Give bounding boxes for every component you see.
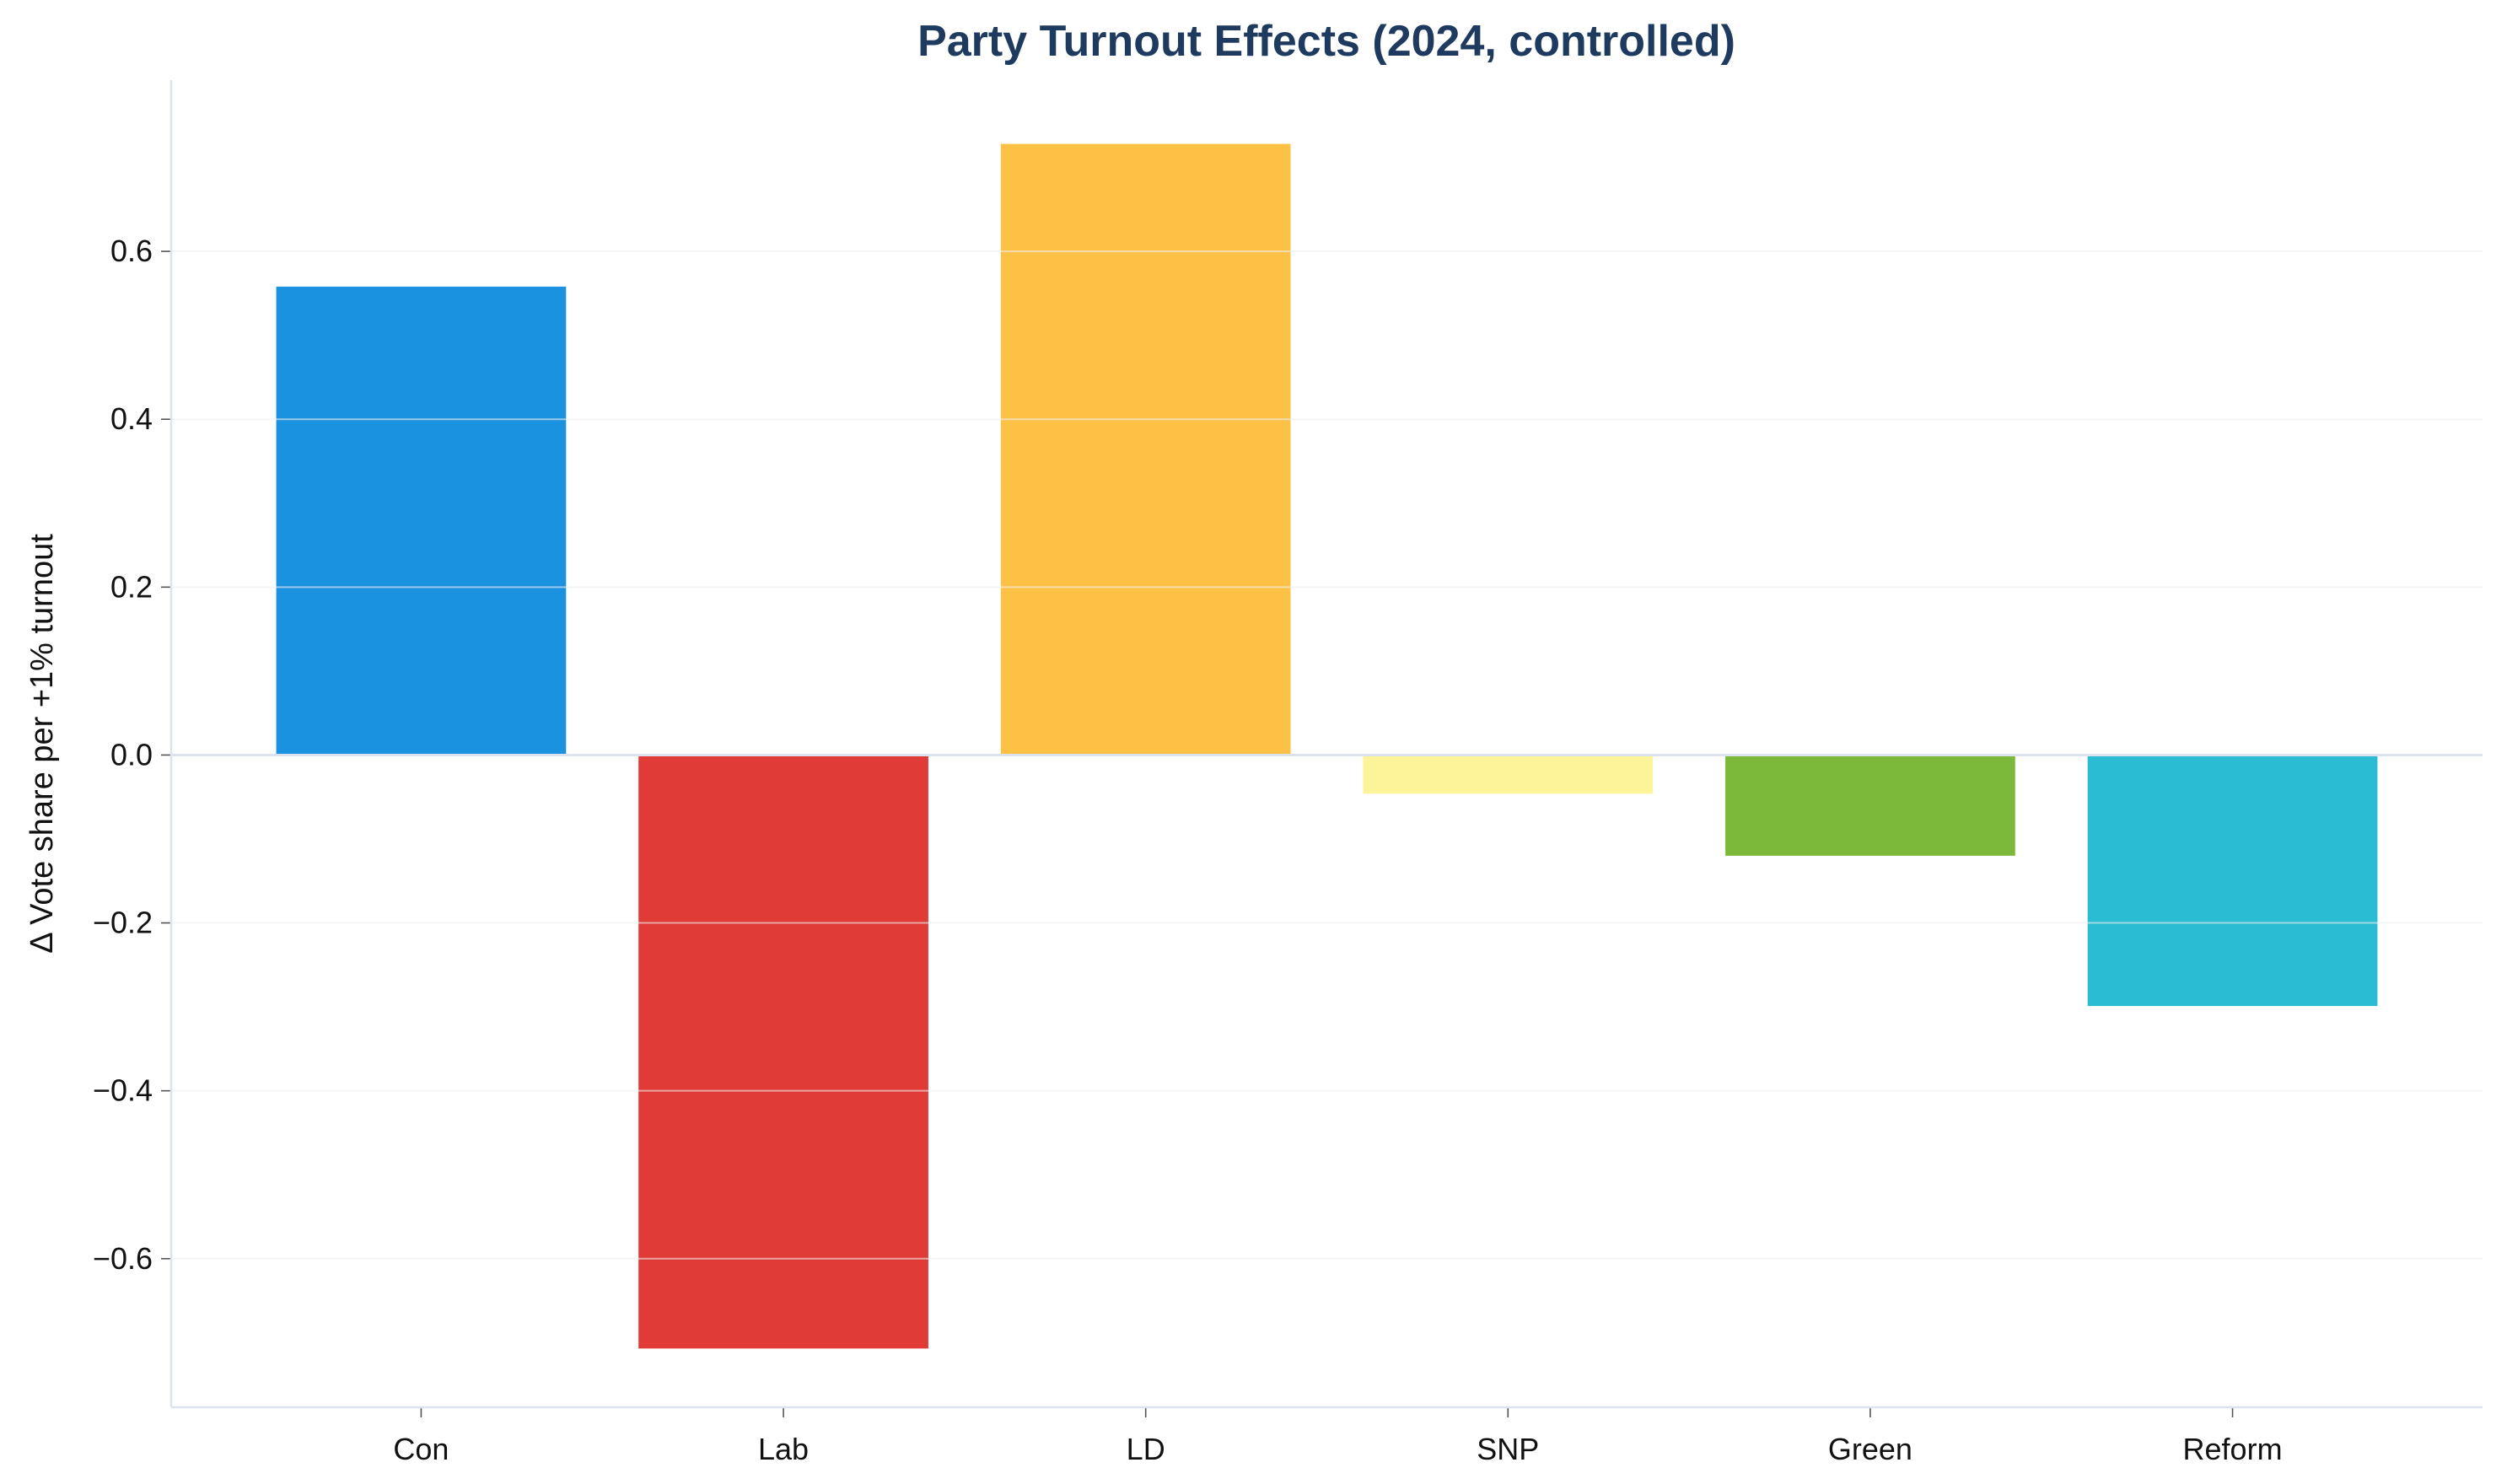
bar-con xyxy=(276,286,567,755)
bar-green xyxy=(1725,755,2015,856)
bar-snp xyxy=(1363,755,1654,794)
y-tick-label: −0.2 xyxy=(93,906,153,940)
bar-reform xyxy=(2087,755,2378,1007)
x-tick-label: LD xyxy=(1127,1432,1165,1466)
x-tick-label: Lab xyxy=(758,1432,809,1466)
x-tick-label: Reform xyxy=(2183,1432,2283,1466)
y-tick-label: 0.4 xyxy=(110,401,153,436)
chart-title: Party Turnout Effects (2024, controlled) xyxy=(917,17,1735,66)
y-tick-label: 0.0 xyxy=(110,737,153,772)
x-tick-label: SNP xyxy=(1477,1432,1539,1466)
x-tick-label: Con xyxy=(393,1432,449,1466)
bar-ld xyxy=(1000,143,1291,755)
y-tick-label: −0.6 xyxy=(93,1241,153,1276)
bar-lab xyxy=(638,755,928,1349)
y-tick-label: 0.2 xyxy=(110,569,153,604)
y-tick-label: −0.4 xyxy=(93,1073,153,1108)
x-tick-label: Green xyxy=(1828,1432,1912,1466)
y-tick-label: 0.6 xyxy=(110,234,153,268)
y-axis-label: Δ Vote share per +1% turnout xyxy=(24,534,60,954)
